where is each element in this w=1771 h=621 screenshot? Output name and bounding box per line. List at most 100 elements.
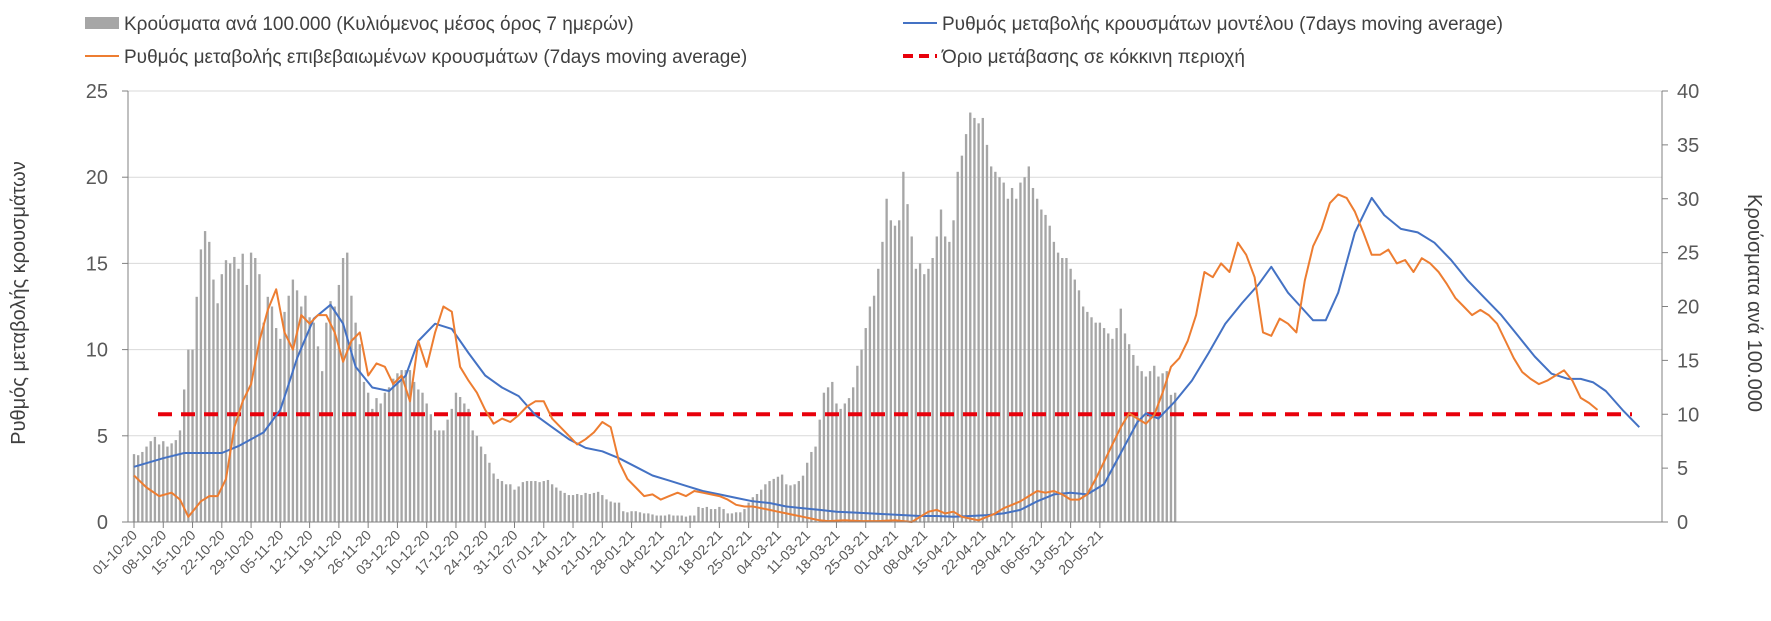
bar xyxy=(622,511,625,522)
right-tick-label: 35 xyxy=(1677,135,1699,157)
bar xyxy=(429,414,433,522)
bar xyxy=(132,454,136,522)
bar xyxy=(663,515,667,522)
right-axis-ticks: 0 5 10 15 20 25 30 35 40 xyxy=(1662,81,1699,534)
bar xyxy=(170,443,173,522)
bar xyxy=(697,506,700,522)
bar xyxy=(994,171,997,522)
bar xyxy=(964,134,968,522)
legend: Κρούσματα ανά 100.000 (Κυλιόμενος μέσος … xyxy=(85,14,1503,68)
bar xyxy=(860,349,863,522)
bar xyxy=(178,430,182,522)
bar xyxy=(797,481,801,522)
bar xyxy=(1027,166,1030,523)
bar xyxy=(183,389,186,522)
bar xyxy=(1127,344,1131,522)
bar xyxy=(203,231,207,522)
bar xyxy=(417,389,420,522)
bar xyxy=(852,387,855,522)
bar xyxy=(726,513,729,522)
bar xyxy=(801,475,805,522)
left-tick-label: 5 xyxy=(97,426,108,448)
bar xyxy=(1069,268,1072,522)
bar xyxy=(969,112,972,523)
bar xyxy=(212,279,215,522)
bar xyxy=(237,268,240,522)
bar xyxy=(1132,354,1135,522)
bar xyxy=(580,495,583,522)
bar xyxy=(149,441,152,522)
bar xyxy=(559,490,562,522)
bar xyxy=(709,509,713,522)
bar xyxy=(743,509,746,522)
bar xyxy=(337,284,341,522)
bar-series xyxy=(132,112,1177,523)
bar xyxy=(877,268,880,522)
bar xyxy=(864,328,867,522)
bar xyxy=(291,279,295,522)
bar xyxy=(881,241,884,522)
bar xyxy=(701,507,704,522)
bar xyxy=(1048,225,1051,522)
bar xyxy=(228,263,232,522)
bar xyxy=(450,408,453,522)
bar xyxy=(1173,392,1177,522)
bar xyxy=(688,515,692,522)
left-tick-label: 15 xyxy=(86,253,108,275)
bar xyxy=(546,479,550,522)
bar xyxy=(174,440,177,522)
bar xyxy=(868,306,872,522)
bar xyxy=(1094,322,1097,522)
bar xyxy=(358,344,361,522)
bar xyxy=(504,484,508,522)
bar xyxy=(831,381,834,522)
bar xyxy=(718,506,721,522)
bar xyxy=(668,514,671,522)
bar xyxy=(785,484,788,522)
bar xyxy=(530,481,533,522)
bar xyxy=(525,481,529,522)
bar xyxy=(492,473,495,522)
bar xyxy=(630,511,633,522)
left-axis-ticks: 0 5 10 15 20 25 xyxy=(86,81,128,534)
bar xyxy=(567,495,571,522)
bar xyxy=(241,253,244,522)
bar xyxy=(1086,311,1089,522)
bar xyxy=(1161,373,1164,522)
bar xyxy=(956,171,959,522)
bar xyxy=(509,484,512,522)
bar xyxy=(555,487,558,522)
bar xyxy=(488,462,491,522)
bar xyxy=(153,436,157,522)
bar xyxy=(208,241,211,522)
bar xyxy=(931,258,934,522)
legend-label: Κρούσματα ανά 100.000 (Κυλιόμενος μέσος … xyxy=(124,14,634,35)
confirmed-rate-line xyxy=(133,193,1599,523)
bar xyxy=(421,392,424,522)
right-axis-title: Κρούσματα ανά 100.000 xyxy=(1743,194,1765,412)
legend-swatch-bar xyxy=(85,17,119,29)
left-tick-label: 0 xyxy=(97,512,108,534)
bar xyxy=(467,408,470,522)
bar xyxy=(521,482,525,522)
bar xyxy=(588,493,591,522)
bar xyxy=(383,392,387,522)
bar xyxy=(1061,258,1064,522)
left-axis-title: Ρυθμός μεταβολής κρουσμάτων xyxy=(8,161,30,445)
bar xyxy=(162,441,165,522)
bar xyxy=(304,295,307,522)
bar xyxy=(513,489,516,522)
bar xyxy=(676,515,679,522)
bar xyxy=(1119,308,1122,522)
bar xyxy=(408,370,412,522)
bar xyxy=(371,408,374,522)
bar xyxy=(454,392,458,522)
bar xyxy=(1144,376,1148,522)
bar xyxy=(387,387,391,522)
bar xyxy=(973,117,976,522)
bar xyxy=(772,478,775,522)
bar xyxy=(312,322,315,522)
bar xyxy=(412,381,416,522)
bar xyxy=(308,317,311,522)
bar xyxy=(137,455,140,522)
